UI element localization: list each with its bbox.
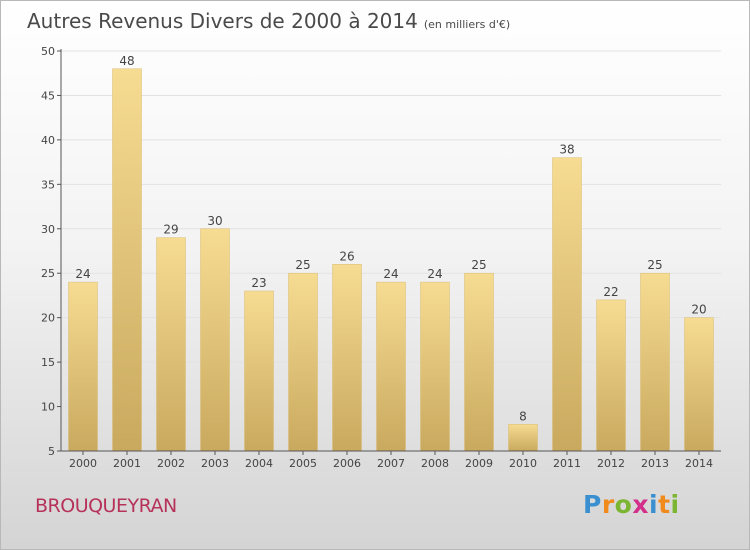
x-tick-label: 2004 [245, 457, 273, 470]
data-label: 20 [691, 303, 706, 317]
chart-title: Autres Revenus Divers de 2000 à 2014 (en … [27, 9, 510, 33]
chart-title-text: Autres Revenus Divers de 2000 à 2014 [27, 9, 418, 33]
logo-letter: i [649, 490, 659, 519]
bar-2002[interactable] [156, 237, 186, 452]
y-tick-label: 15 [41, 356, 55, 369]
data-label: 38 [559, 143, 574, 157]
proxiti-logo[interactable]: Proxiti [583, 490, 680, 519]
x-tick-label: 2005 [289, 457, 317, 470]
bar-2013[interactable] [640, 272, 670, 452]
y-tick-label: 45 [41, 89, 55, 102]
logo-letter: o [614, 490, 633, 519]
x-tick-label: 2001 [113, 457, 141, 470]
bar-2001[interactable] [112, 68, 142, 452]
bar-2010[interactable] [508, 424, 538, 452]
y-tick-label: 10 [41, 401, 55, 414]
bar-2008[interactable] [420, 281, 450, 452]
logo-letter: r [601, 490, 615, 519]
bar-2012[interactable] [596, 299, 626, 452]
x-tick-label: 2014 [685, 457, 713, 470]
bar-2000[interactable] [68, 281, 98, 452]
y-tick-label: 20 [41, 312, 55, 325]
data-label: 48 [119, 54, 134, 68]
bar-2014[interactable] [684, 317, 714, 452]
logo-letter: i [670, 490, 680, 519]
x-tick-label: 2008 [421, 457, 449, 470]
data-label: 25 [471, 258, 486, 272]
bar-2009[interactable] [464, 272, 494, 452]
x-tick-label: 2003 [201, 457, 229, 470]
data-label: 25 [295, 258, 310, 272]
bar-2004[interactable] [244, 290, 274, 452]
x-tick-label: 2012 [597, 457, 625, 470]
bar-2011[interactable] [552, 157, 582, 452]
y-tick-label: 35 [41, 178, 55, 191]
x-tick-label: 2002 [157, 457, 185, 470]
data-label: 24 [75, 267, 90, 281]
logo-letter: x [632, 490, 649, 519]
x-tick-label: 2009 [465, 457, 493, 470]
x-tick-label: 2000 [69, 457, 97, 470]
y-tick-label: 50 [41, 45, 55, 58]
bar-2003[interactable] [200, 228, 230, 452]
x-tick-label: 2006 [333, 457, 361, 470]
y-tick-label: 30 [41, 223, 55, 236]
chart-subtitle: (en milliers d'€) [423, 18, 511, 31]
data-label: 23 [251, 276, 266, 290]
data-label: 30 [207, 214, 222, 228]
logo-letter: t [658, 490, 671, 519]
data-label: 26 [339, 249, 354, 263]
data-label: 25 [647, 258, 662, 272]
x-tick-label: 2007 [377, 457, 405, 470]
x-tick-label: 2010 [509, 457, 537, 470]
commune-name: BROUQUEYRAN [35, 495, 177, 517]
y-tick-label: 25 [41, 267, 55, 280]
x-tick-label: 2013 [641, 457, 669, 470]
logo-letter: P [583, 490, 602, 519]
x-tick-label: 2011 [553, 457, 581, 470]
bar-2007[interactable] [376, 281, 406, 452]
y-tick-label: 40 [41, 134, 55, 147]
y-tick-label: 5 [48, 445, 55, 458]
bar-2005[interactable] [288, 272, 318, 452]
data-label: 22 [603, 285, 618, 299]
data-label: 29 [163, 223, 178, 237]
data-label: 24 [383, 267, 398, 281]
data-label: 24 [427, 267, 442, 281]
bar-2006[interactable] [332, 264, 362, 452]
data-labels: 24 48 29 30 23 25 26 24 24 25 8 38 22 25 20 [75, 54, 706, 424]
bars [68, 68, 714, 452]
data-label: 8 [519, 409, 527, 423]
axes: 5 10 15 20 25 30 35 40 45 50 2000 2001 2002 2003 2004 2… [41, 45, 721, 470]
